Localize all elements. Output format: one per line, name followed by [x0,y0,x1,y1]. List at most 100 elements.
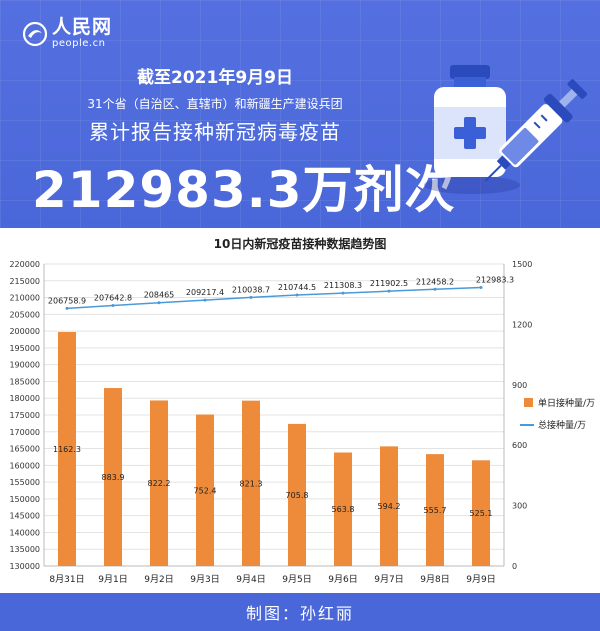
left-tick-label: 195000 [9,344,40,353]
footer-credit: 制图：孙红丽 [245,604,354,623]
chart-panel: 10日内新冠疫苗接种数据趋势图 130000 135000 140000 145000… [0,228,600,593]
bar-value-label: 821.3 [240,479,263,488]
total-doses: 212983.3万剂次 [32,161,456,219]
line-point [203,298,207,302]
left-tick-label: 150000 [9,495,40,504]
line-value-label: 211902.5 [370,279,408,288]
left-tick-label: 160000 [9,461,40,470]
line-value-label: 211308.3 [324,281,362,290]
x-axis: 8月31日 9月1日 9月2日 9月3日 9月4日 9月5日 9月6日 9月7日 9月8日 9月9… [49,574,495,585]
x-tick-label: 9月9日 [466,574,495,585]
right-tick-label: 1500 [512,260,532,269]
trend-chart: 10日内新冠疫苗接种数据趋势图 130000 135000 140000 145000… [9,236,595,585]
people-daily-logo-icon [22,21,48,46]
vaccine-illustration [424,65,588,194]
line-value-label: 208465 [144,291,175,300]
bar [242,400,260,566]
line-point [65,306,69,310]
left-tick-label: 140000 [9,528,40,537]
bar-value-label: 883.9 [102,473,125,482]
date-line: 截至2021年9月9日 [137,68,293,88]
logo-name-cn: 人民网 [52,16,113,38]
left-tick-label: 155000 [9,478,40,487]
right-tick-label: 1200 [512,320,532,329]
bar [196,414,214,566]
bar [472,460,490,566]
line-value-label: 212983.3 [476,276,514,285]
right-tick-label: 600 [512,441,527,450]
left-tick-label: 180000 [9,394,40,403]
chart-title: 10日内新冠疫苗接种数据趋势图 [214,236,387,251]
line-point [479,286,483,290]
left-tick-label: 145000 [9,512,40,521]
bar-labels: 1162.3 883.9 822.2 752.4 821.3 705.8 563.8 594.… [53,445,492,518]
left-tick-label: 130000 [9,562,40,571]
line-value-label: 206758.9 [48,296,86,305]
x-tick-label: 9月5日 [282,574,311,585]
bar [380,446,398,566]
line-point [433,287,437,291]
x-tick-label: 9月6日 [328,574,357,585]
line-value-label: 207642.8 [94,293,132,302]
x-tick-label: 9月1日 [98,574,127,585]
left-tick-label: 200000 [9,327,40,336]
bar-value-label: 822.2 [148,479,171,488]
total-line [66,286,482,310]
legend-bar-swatch [524,398,533,407]
x-tick-label: 9月8日 [420,574,449,585]
bar [104,388,122,566]
line-value-label: 209217.4 [186,288,224,297]
x-tick-label: 9月7日 [374,574,403,585]
line-point [295,293,299,297]
x-tick-label: 9月2日 [144,574,173,585]
syringe-icon [484,79,588,182]
line-labels: 206758.9 207642.8 208465 209217.4 210038.7 21… [48,276,514,306]
bar [334,452,352,566]
left-tick-label: 165000 [9,445,40,454]
left-tick-label: 185000 [9,377,40,386]
line-point [341,291,345,295]
left-tick-label: 210000 [9,294,40,303]
header-banner: 人民网 people.cn 截至2021年9月9日 31个省（自治区、直辖市）和… [0,0,600,228]
right-tick-label: 300 [512,502,527,511]
bar-value-label: 563.8 [332,505,355,514]
bar-value-label: 555.7 [424,506,447,515]
x-tick-label: 8月31日 [49,574,84,585]
legend-line-label: 总接种量/万 [538,419,586,431]
left-tick-label: 170000 [9,428,40,437]
line-point [111,303,115,307]
right-tick-label: 0 [512,562,517,571]
vaccine-vial-icon [424,65,520,194]
left-tick-label: 190000 [9,361,40,370]
bar-value-label: 594.2 [378,502,401,511]
bar-value-label: 525.1 [470,509,493,518]
headline: 累计报告接种新冠病毒疫苗 [89,120,341,144]
line-value-label: 210038.7 [232,285,270,294]
bar-series [58,331,490,566]
bar [288,423,306,566]
left-tick-label: 215000 [9,277,40,286]
bar-value-label: 752.4 [194,486,217,495]
x-tick-label: 9月3日 [190,574,219,585]
bar [58,331,76,566]
legend-bar-label: 单日接种量/万 [538,397,595,409]
line-point [387,289,391,293]
line-value-label: 210744.5 [278,283,316,292]
line-value-label: 212458.2 [416,277,454,286]
right-tick-label: 900 [512,381,527,390]
left-axis: 130000 135000 140000 145000 150000 155000 1600… [9,260,40,571]
line-point [157,301,161,305]
logo[interactable]: 人民网 people.cn [22,18,112,49]
line-series [65,286,483,310]
line-point [249,295,253,299]
left-tick-label: 220000 [9,260,40,269]
logo-name-en: people.cn [52,38,106,49]
left-tick-label: 205000 [9,310,40,319]
bar-value-label: 705.8 [286,491,309,500]
bar [426,454,444,566]
x-tick-label: 9月4日 [236,574,265,585]
left-tick-label: 135000 [9,545,40,554]
bar [150,400,168,566]
right-axis: 0 300 600 900 1200 1500 [512,260,532,571]
